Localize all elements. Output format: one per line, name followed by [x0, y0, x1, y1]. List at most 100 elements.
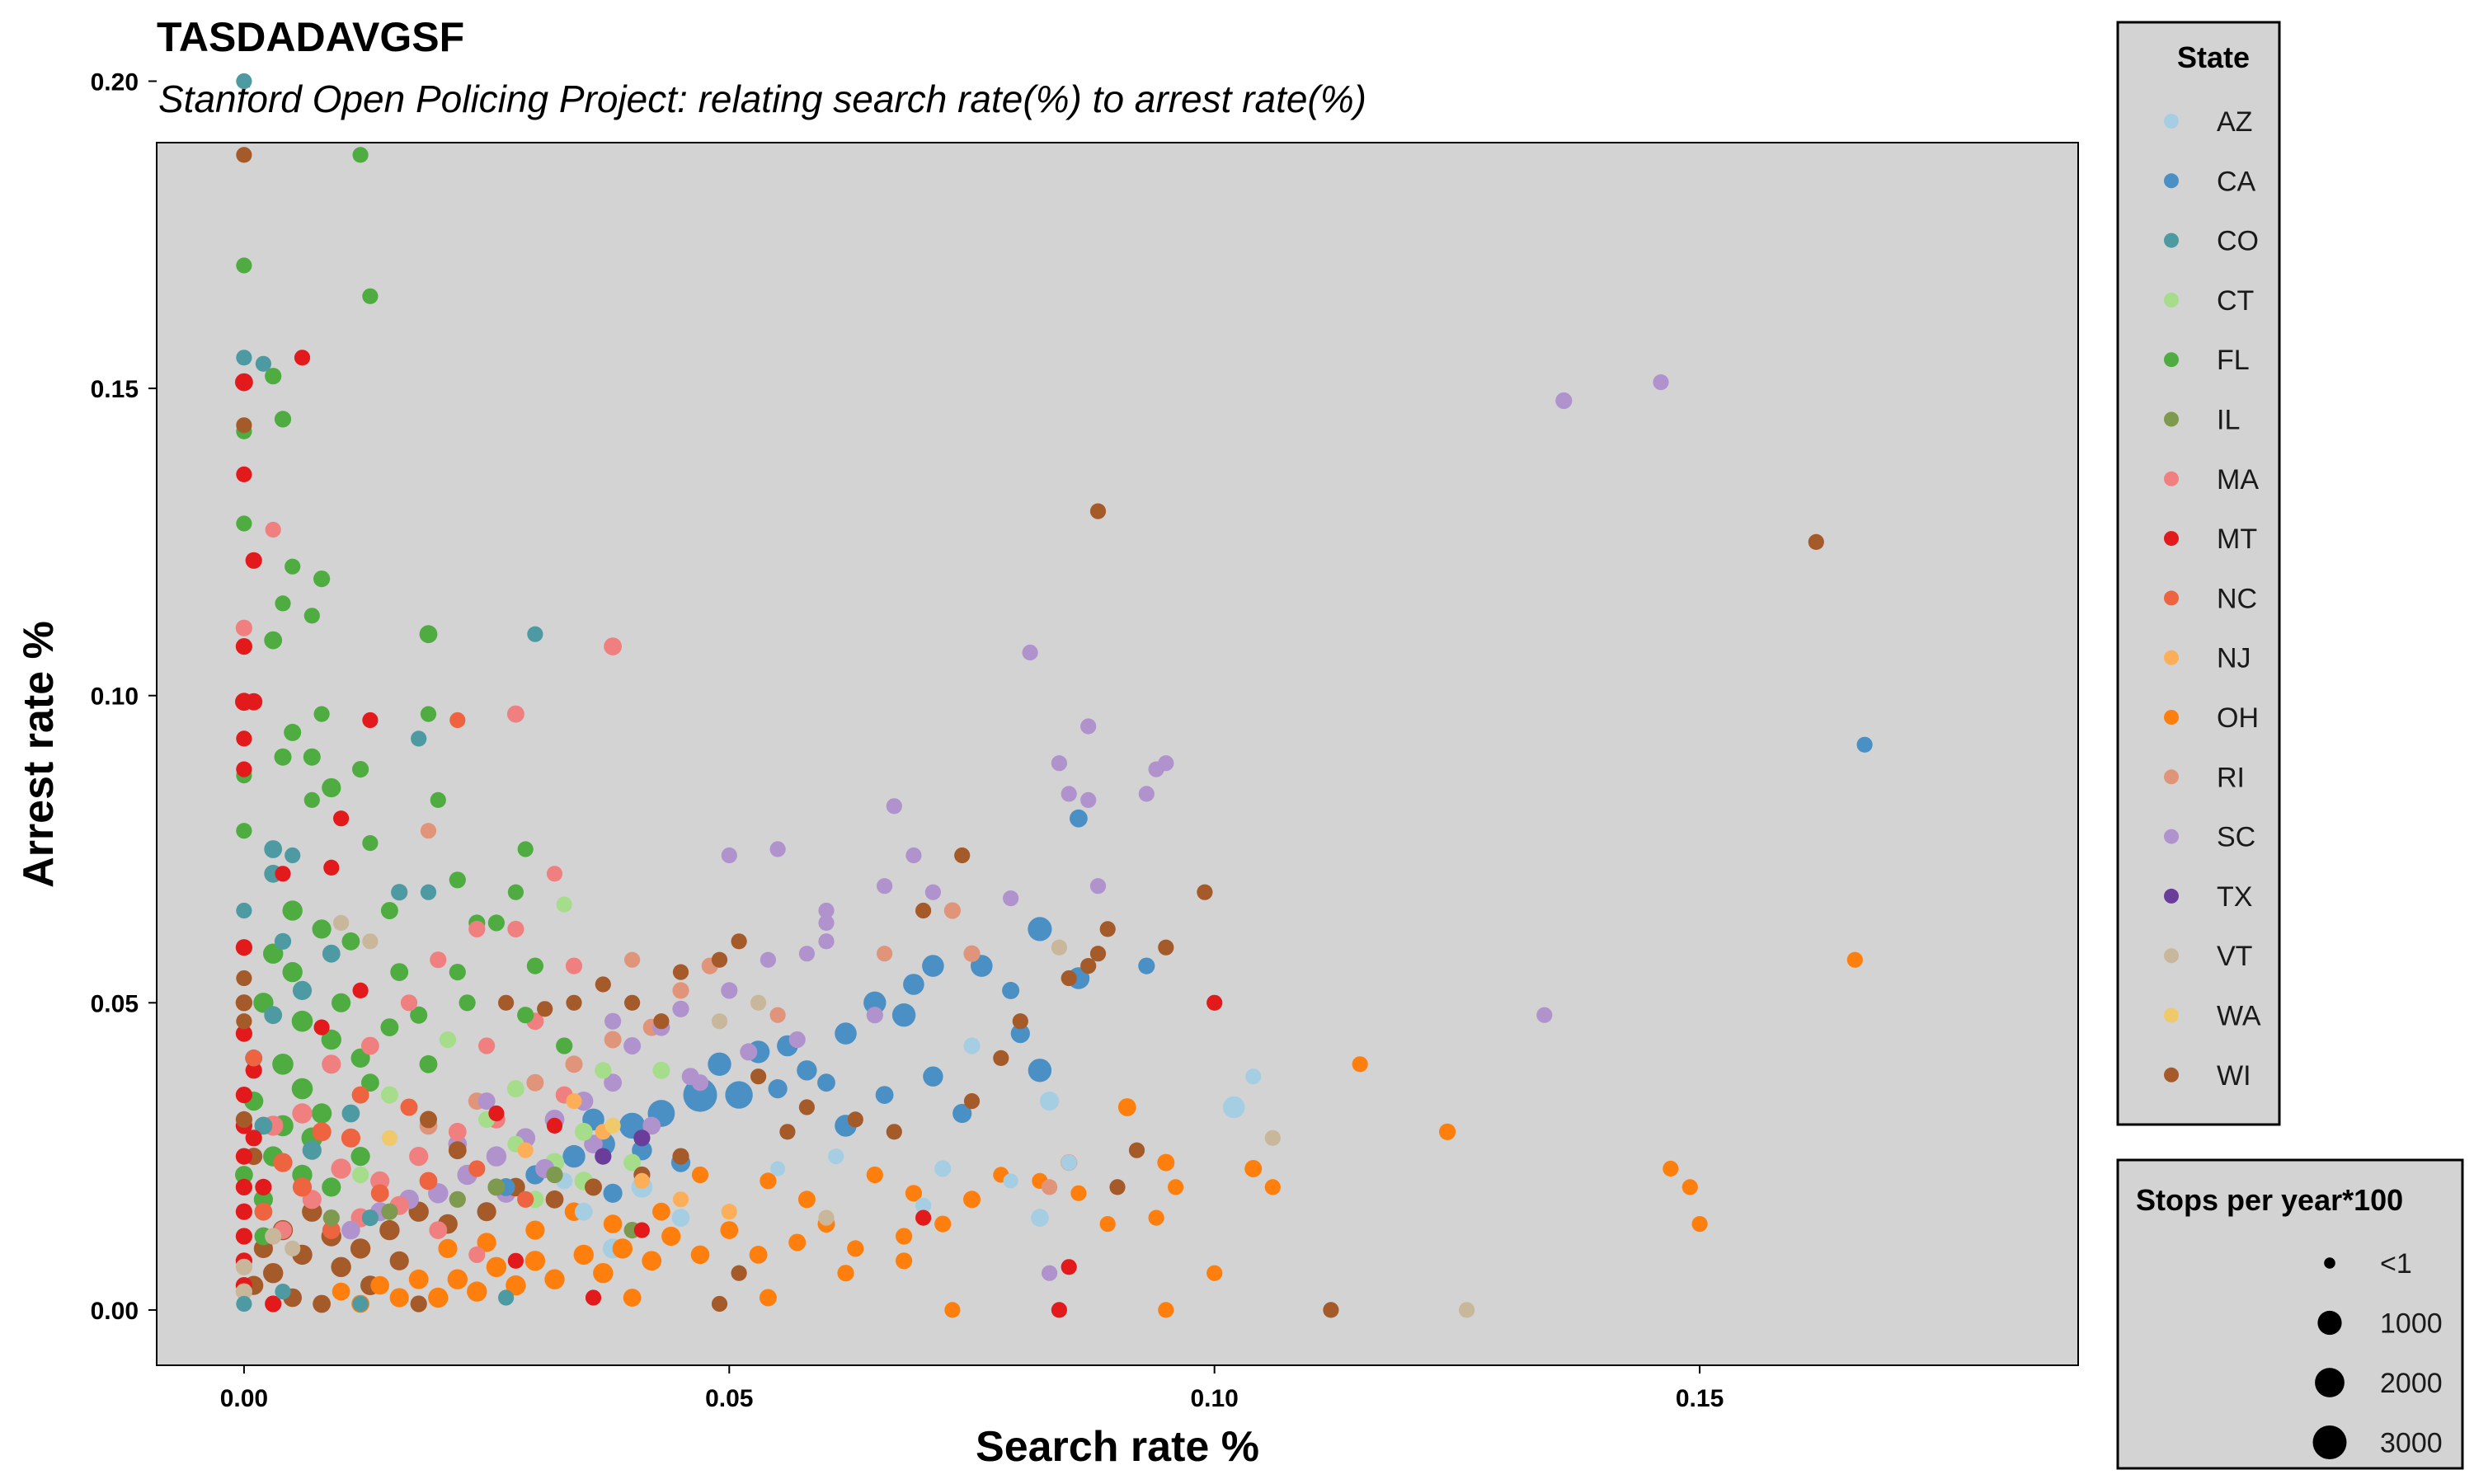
y-tick-label: 0.20 — [91, 68, 139, 96]
data-point-wi — [963, 1093, 981, 1110]
data-point-mt — [245, 693, 263, 711]
state-legend-box — [2116, 21, 2281, 1126]
data-point-mt — [245, 552, 262, 569]
legend-label-ri: RI — [2217, 762, 2245, 793]
data-point-ca — [1002, 981, 1020, 999]
data-point-ma — [322, 1054, 341, 1074]
data-point-wi — [236, 1013, 252, 1030]
data-point-fl — [282, 900, 303, 921]
data-point-sc — [1022, 644, 1038, 661]
data-point-ma — [506, 705, 524, 723]
data-point-fl — [487, 914, 506, 932]
data-point-wi — [1089, 503, 1107, 519]
data-point-oh — [1158, 1302, 1174, 1318]
data-point-sc — [1051, 755, 1067, 772]
legend-label-il: IL — [2217, 405, 2240, 436]
data-point-az — [1040, 1092, 1060, 1111]
data-point-az — [671, 1209, 690, 1227]
data-point-az — [1003, 1173, 1018, 1189]
data-point-sc — [886, 798, 902, 815]
data-point-wi — [653, 1013, 670, 1030]
data-point-ca — [1028, 917, 1052, 942]
data-point-oh — [1168, 1179, 1184, 1195]
data-point-ma — [468, 920, 486, 937]
data-point-wi — [1128, 1142, 1145, 1158]
data-point-oh — [1352, 1056, 1368, 1073]
data-point-mt — [235, 1228, 252, 1245]
data-point-ma — [430, 951, 447, 969]
size-label: <1 — [2380, 1248, 2412, 1280]
data-point-il — [381, 1203, 398, 1220]
data-point-nc — [254, 1202, 273, 1221]
data-point-oh — [866, 1166, 883, 1184]
data-point-wi — [585, 1178, 602, 1196]
data-point-az — [915, 1197, 932, 1214]
data-point-nc — [351, 1086, 369, 1104]
data-point-nc — [341, 1128, 360, 1148]
data-point-az — [1031, 1209, 1049, 1227]
data-point-mt — [585, 1289, 602, 1306]
data-point-ma — [292, 1103, 313, 1124]
data-point-nc — [312, 1122, 332, 1142]
data-point-mt — [235, 939, 252, 956]
data-point-tx — [633, 1129, 651, 1147]
data-point-co — [236, 350, 252, 366]
data-point-ca — [922, 955, 944, 977]
legend-label-ct: CT — [2217, 285, 2254, 317]
data-point-wi — [750, 1068, 767, 1085]
data-point-fl — [236, 823, 252, 839]
size-key — [2317, 1310, 2342, 1336]
data-point-sc — [905, 847, 922, 864]
data-point-vt — [235, 1283, 252, 1300]
data-point-wi — [954, 847, 971, 864]
x-axis: 0.00 0.05 0.10 0.15 — [220, 1365, 1724, 1412]
legend-label-nj: NJ — [2217, 643, 2251, 674]
data-point-mt — [235, 1203, 252, 1220]
data-point-fl — [517, 1007, 534, 1024]
data-point-wi — [993, 1050, 1009, 1066]
data-point-mt — [235, 1087, 252, 1104]
data-point-sc — [721, 982, 738, 999]
points-layer — [235, 73, 1873, 1318]
data-point-fl — [312, 919, 332, 939]
y-axis-title: Arrest rate % — [15, 621, 63, 888]
y-tick-label: 0.00 — [91, 1298, 139, 1325]
data-point-fl — [352, 761, 369, 778]
data-point-mt — [265, 1295, 282, 1313]
data-point-oh — [797, 1190, 816, 1209]
data-point-fl — [236, 515, 252, 532]
data-point-vt — [1459, 1302, 1475, 1318]
data-point-nc — [419, 1172, 438, 1190]
data-point-fl — [526, 957, 544, 974]
data-point-co — [285, 847, 301, 864]
data-point-ct — [352, 1166, 369, 1184]
legend-key-co — [2164, 232, 2179, 248]
legend-label-vt: VT — [2217, 941, 2252, 972]
size-key — [2315, 1368, 2345, 1397]
data-point-wi — [1109, 1179, 1126, 1195]
data-point-nc — [273, 1153, 293, 1172]
data-point-ca — [875, 1086, 894, 1104]
legend-key-ca — [2164, 173, 2179, 189]
data-point-ma — [235, 619, 252, 636]
data-point-fl — [507, 884, 524, 900]
data-point-sc — [1061, 786, 1077, 802]
data-point-az — [1061, 1154, 1077, 1171]
data-point-fl — [419, 1054, 438, 1073]
data-point-ma — [604, 637, 622, 655]
data-point-ri — [604, 1031, 622, 1049]
data-point-ri — [624, 951, 641, 968]
y-tick-label: 0.10 — [91, 683, 139, 711]
data-point-sc — [866, 1007, 883, 1024]
legend-key-mt — [2164, 531, 2179, 547]
data-point-ca — [708, 1052, 731, 1077]
data-point-nc — [468, 1160, 486, 1177]
data-point-sc — [788, 1031, 806, 1049]
data-point-oh — [612, 1238, 633, 1259]
data-point-fl — [350, 1147, 370, 1167]
data-point-ri — [877, 946, 893, 962]
data-point-mt — [235, 373, 253, 392]
data-point-wi — [1197, 884, 1213, 900]
legend-label-nc: NC — [2217, 583, 2257, 614]
data-point-nc — [449, 711, 466, 729]
